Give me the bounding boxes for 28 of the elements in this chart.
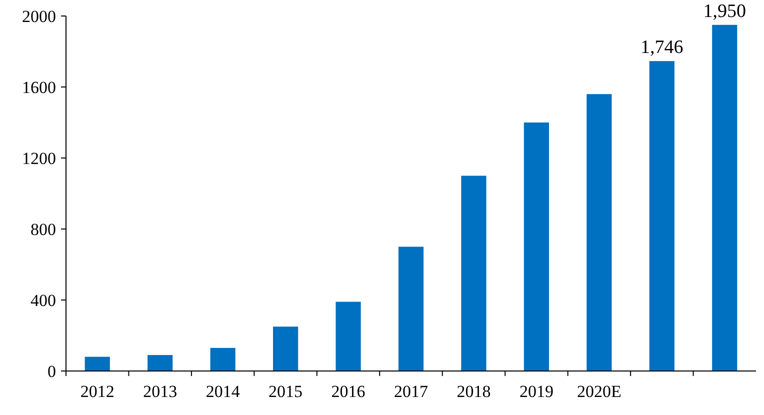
bar xyxy=(210,348,236,371)
bar xyxy=(586,94,612,371)
bar xyxy=(398,246,424,371)
x-tick-label: 2020E xyxy=(576,382,622,401)
bar xyxy=(273,326,298,371)
x-tick-label: 2019 xyxy=(519,382,554,401)
data-label: 1,950 xyxy=(703,0,746,22)
bar xyxy=(148,355,173,371)
bar xyxy=(336,302,361,371)
x-tick-label: 2018 xyxy=(456,382,491,401)
x-tick-label: 2016 xyxy=(331,382,366,401)
y-tick-label: 0 xyxy=(48,362,56,381)
x-tick-label: 2015 xyxy=(268,382,303,401)
bar xyxy=(461,176,486,371)
y-tick-label: 800 xyxy=(30,220,56,239)
y-tick-label: 400 xyxy=(30,290,56,310)
data-label: 1,746 xyxy=(640,37,684,58)
bar xyxy=(649,61,674,371)
x-tick-label: 2017 xyxy=(394,382,428,401)
y-tick-label: 2000 xyxy=(22,6,56,26)
bar xyxy=(712,24,738,371)
x-tick-label: 2014 xyxy=(206,382,240,401)
y-tick-label: 1200 xyxy=(22,148,56,168)
bar xyxy=(84,356,110,371)
x-tick-label: 2013 xyxy=(143,382,178,401)
y-tick-label: 1600 xyxy=(22,78,56,97)
bar xyxy=(524,122,549,371)
x-tick-label: 2012 xyxy=(80,382,114,401)
